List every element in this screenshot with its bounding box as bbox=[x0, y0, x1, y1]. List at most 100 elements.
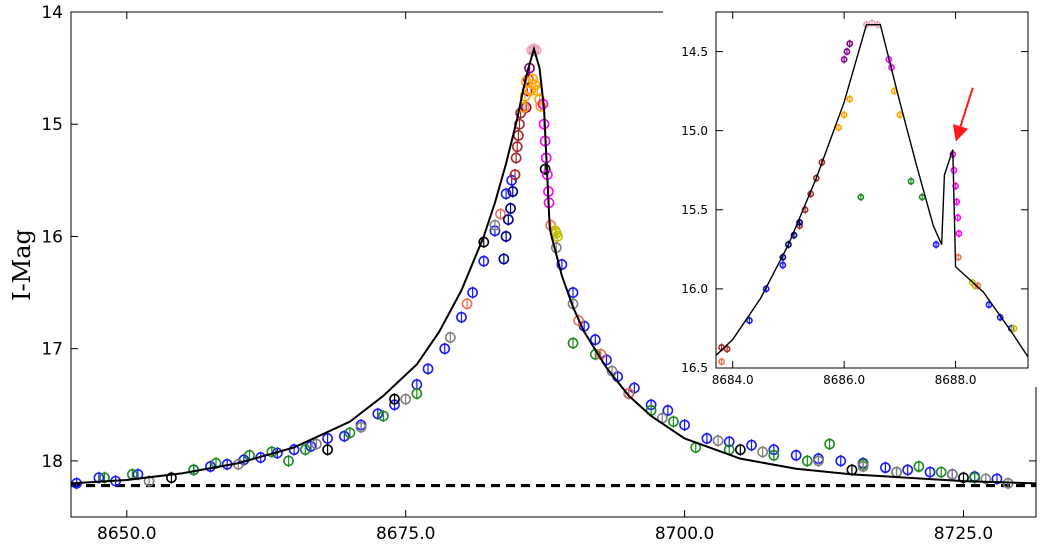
blue-observatory-point bbox=[701, 433, 713, 444]
inset-background bbox=[663, 2, 1045, 387]
blue-observatory-point bbox=[790, 449, 802, 461]
model-curve bbox=[716, 23, 1028, 358]
brown-observatory-point bbox=[511, 141, 523, 153]
salmon-observatory-point bbox=[974, 282, 982, 290]
y-tick-label: 16.0 bbox=[681, 282, 708, 296]
green-observatory-point bbox=[99, 472, 110, 484]
y-tick-label: 14.5 bbox=[681, 45, 708, 59]
salmon-observatory-point bbox=[461, 298, 473, 310]
navy-observatory-point bbox=[505, 202, 516, 214]
green-observatory-point bbox=[935, 466, 947, 478]
orange-observatory-point bbox=[835, 124, 842, 131]
olive-observatory-point bbox=[1010, 325, 1018, 332]
black-observatory-point bbox=[734, 444, 746, 456]
x-tick-label: 8725.0 bbox=[934, 524, 993, 544]
blue-observatory-point bbox=[478, 255, 490, 267]
green-observatory-point bbox=[377, 410, 389, 422]
y-tick-label: 17 bbox=[41, 340, 63, 360]
green-observatory-point bbox=[299, 444, 311, 456]
blue-observatory-point bbox=[662, 404, 674, 416]
blue-observatory-point bbox=[422, 363, 434, 375]
blue-observatory-point bbox=[879, 462, 891, 474]
salmon-observatory-point bbox=[573, 315, 585, 327]
black-observatory-point bbox=[539, 163, 551, 175]
navy-observatory-point bbox=[507, 186, 519, 197]
olive-observatory-point bbox=[552, 231, 563, 242]
inset-plot-area bbox=[716, 19, 1028, 366]
y-tick-label: 15.5 bbox=[681, 203, 708, 217]
green-observatory-point bbox=[801, 455, 813, 467]
brown-observatory-point bbox=[510, 152, 522, 164]
x-tick-label: 8684.0 bbox=[712, 373, 754, 387]
orange-observatory-point bbox=[840, 111, 848, 119]
grey-observatory-point bbox=[400, 393, 412, 405]
main-plot-area bbox=[71, 43, 1036, 490]
y-tick-label: 15.0 bbox=[681, 124, 708, 138]
main-x-axis: 8650.0 8675.0 8700.0 8725.0 bbox=[97, 12, 993, 544]
blue-observatory-point bbox=[779, 261, 787, 269]
navy-observatory-point bbox=[785, 241, 792, 248]
grey-observatory-point bbox=[311, 438, 322, 450]
blue-observatory-point bbox=[628, 382, 640, 394]
green-observatory-point bbox=[824, 438, 836, 450]
inset-x-axis: 8684.0 8686.0 8688.0 bbox=[712, 12, 977, 387]
green-observatory-point bbox=[907, 177, 915, 185]
inset-y-axis: 14.5 15.0 15.5 16.0 16.5 bbox=[681, 45, 1028, 375]
magenta-observatory-point bbox=[955, 230, 963, 237]
green-observatory-point bbox=[411, 388, 423, 399]
black-observatory-point bbox=[166, 472, 177, 484]
y-tick-label: 15 bbox=[41, 115, 63, 135]
green-observatory-point bbox=[567, 337, 579, 349]
blue-observatory-point bbox=[746, 317, 753, 324]
blue-observatory-point bbox=[439, 343, 451, 355]
main-y-axis-label: I-Mag bbox=[8, 229, 36, 301]
navy-observatory-point bbox=[502, 214, 514, 226]
orange-observatory-point bbox=[529, 79, 541, 91]
black-observatory-point bbox=[958, 472, 969, 484]
blue-observatory-point bbox=[500, 188, 512, 200]
x-tick-label: 8700.0 bbox=[655, 524, 714, 544]
brown-observatory-point bbox=[812, 174, 820, 182]
y-tick-label: 16 bbox=[41, 227, 63, 247]
grey-observatory-point bbox=[712, 435, 724, 447]
blue-observatory-point bbox=[924, 466, 936, 478]
arrow-head bbox=[952, 123, 969, 142]
x-tick-label: 8686.0 bbox=[823, 373, 865, 387]
x-tick-label: 8650.0 bbox=[97, 524, 156, 544]
grey-observatory-point bbox=[857, 461, 869, 472]
green-observatory-point bbox=[283, 455, 294, 467]
grey-observatory-point bbox=[813, 455, 824, 467]
orange-observatory-point bbox=[527, 73, 539, 85]
arrow-shaft bbox=[958, 87, 974, 129]
brown-observatory-point bbox=[723, 345, 731, 353]
inset-plot-frame bbox=[715, 11, 1029, 369]
salmon-observatory-point bbox=[495, 208, 506, 220]
blue-observatory-point bbox=[556, 259, 568, 270]
navy-observatory-point bbox=[498, 253, 510, 265]
green-observatory-point bbox=[344, 427, 356, 439]
magenta-observatory-point bbox=[954, 214, 962, 222]
x-tick-label: 8688.0 bbox=[935, 373, 977, 387]
purple-observatory-point bbox=[840, 56, 848, 63]
blue-observatory-point bbox=[506, 174, 518, 186]
brown-observatory-point bbox=[509, 169, 521, 181]
main-light-curve-panel: 8650.0 8675.0 8700.0 8725.0 14 15 16 17 18 I-Ma… bbox=[8, 3, 1037, 544]
blue-observatory-point bbox=[679, 419, 690, 431]
y-tick-label: 14 bbox=[41, 3, 63, 23]
blue-observatory-point bbox=[322, 433, 333, 444]
blue-observatory-point bbox=[467, 287, 479, 298]
blue-observatory-point bbox=[746, 439, 757, 451]
purple-observatory-point bbox=[846, 40, 854, 48]
grey-observatory-point bbox=[355, 421, 367, 433]
green-observatory-point bbox=[668, 416, 679, 428]
inset-zoom-panel: 8684.0 8686.0 8688.0 14.5 15.0 15.5 16.0 16.5 bbox=[663, 2, 1045, 387]
salmon-observatory-point bbox=[623, 388, 635, 399]
orange-observatory-point bbox=[519, 90, 531, 102]
orange-observatory-point bbox=[846, 95, 854, 103]
blue-observatory-point bbox=[338, 430, 350, 442]
green-observatory-point bbox=[857, 193, 865, 201]
x-tick-label: 8675.0 bbox=[376, 524, 435, 544]
orange-observatory-point bbox=[896, 111, 904, 119]
blue-observatory-point bbox=[305, 440, 317, 452]
